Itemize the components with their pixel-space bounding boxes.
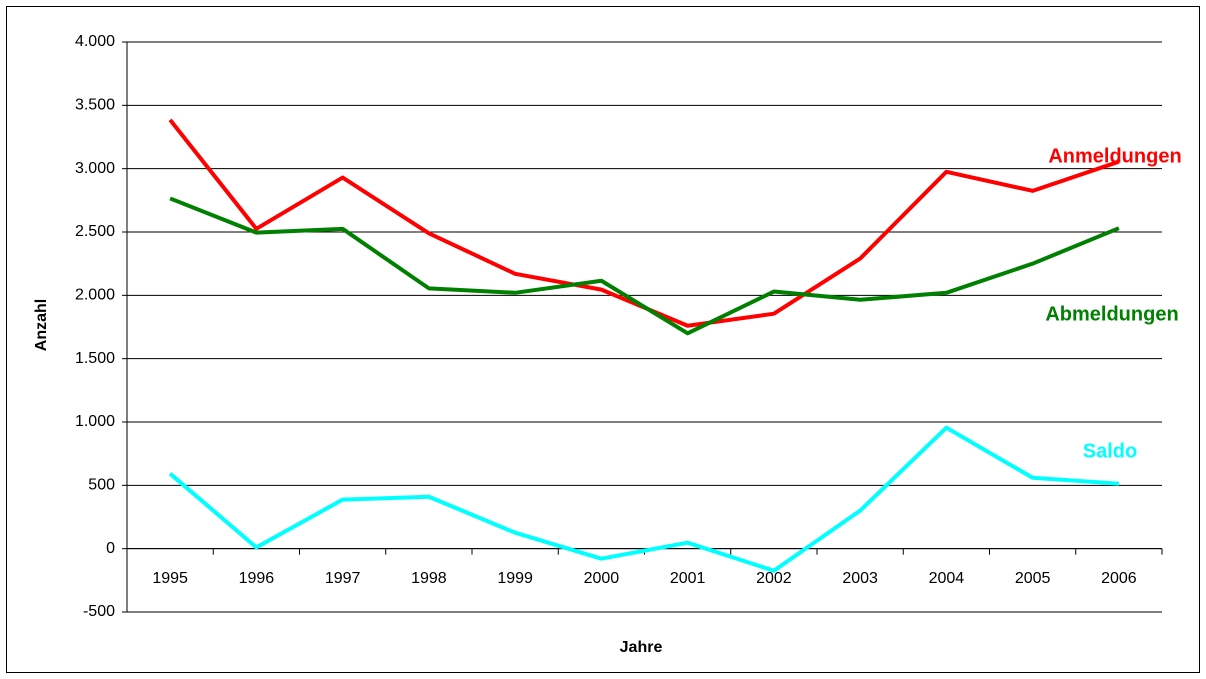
series-line [168,425,1120,573]
y-tick-label: 1.500 [75,350,115,367]
y-tick-label: 4.000 [75,33,115,50]
y-tick-label: 1.000 [75,413,115,430]
chart-border [6,6,1200,673]
x-tick-label: 2006 [1101,570,1137,587]
x-tick-label: 1997 [325,570,361,587]
x-tick-label: 1998 [411,570,447,587]
x-tick-label: 1999 [497,570,533,587]
x-tick-label: 2002 [756,570,792,587]
x-tick-label: 2000 [584,570,620,587]
y-tick-label: 2.000 [75,287,115,304]
y-axis-title: Anzahl [33,299,50,351]
x-tick-label: 1996 [239,570,275,587]
x-tick-label: 2003 [842,570,878,587]
y-tick-label: -500 [83,603,115,620]
x-tick-label: 2005 [1015,570,1051,587]
y-tick-label: 0 [106,540,115,557]
x-tick-label: 2001 [670,570,706,587]
y-tick-label: 3.500 [75,97,115,114]
x-tick-label: 2004 [929,570,965,587]
series-label: Abmeldungen [1045,303,1178,325]
series-label: Anmeldungen [1048,145,1181,167]
x-axis-title: Jahre [620,639,663,656]
y-tick-label: 500 [88,477,115,494]
series-line [169,196,1120,336]
series-label: Saldo [1083,440,1137,462]
y-tick-label: 3.000 [75,160,115,177]
x-tick-label: 1995 [152,570,188,587]
y-tick-label: 2.500 [75,223,115,240]
